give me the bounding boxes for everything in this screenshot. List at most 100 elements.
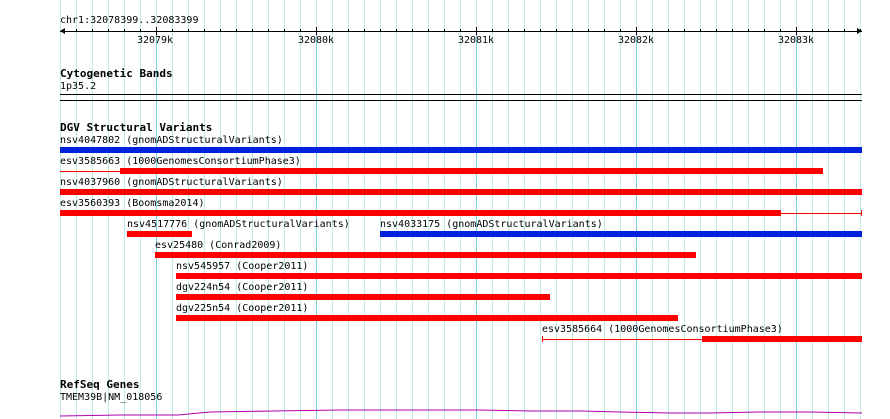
minor-gridline — [780, 0, 781, 419]
minor-gridline — [188, 0, 189, 419]
ruler-left-arrow — [60, 28, 65, 34]
minor-gridline — [540, 0, 541, 419]
variant-bar-nsv4037960[interactable] — [60, 189, 862, 195]
major-gridline — [476, 27, 477, 419]
cytoband-label: 1p35.2 — [60, 81, 97, 92]
ruler-minor-tick — [460, 29, 461, 32]
variant-label-dgv224n54[interactable]: dgv224n54 (Cooper2011) — [176, 282, 309, 293]
minor-gridline — [124, 0, 125, 419]
variant-bar-nsv545957[interactable] — [176, 273, 862, 279]
ruler-minor-tick — [188, 29, 189, 32]
ruler-minor-tick — [732, 29, 733, 32]
minor-gridline — [268, 0, 269, 419]
variant-bar-esv3560393[interactable] — [60, 210, 781, 216]
minor-gridline — [92, 0, 93, 419]
minor-gridline — [572, 0, 573, 419]
variant-bar-esv3585664[interactable] — [702, 336, 862, 342]
variant-label-esv3585664[interactable]: esv3585664 (1000GenomesConsortiumPhase3) — [542, 324, 783, 335]
minor-gridline — [700, 0, 701, 419]
variant-bar-nsv4517776[interactable] — [127, 231, 192, 237]
ruler-minor-tick — [748, 29, 749, 32]
variant-bar-nsv4047802[interactable] — [60, 147, 862, 153]
ruler-minor-tick — [380, 29, 381, 32]
minor-gridline — [732, 0, 733, 419]
ruler-minor-tick — [412, 29, 413, 32]
minor-gridline — [620, 0, 621, 419]
ruler-tick-32083k: 32083k — [777, 35, 815, 46]
minor-gridline — [492, 0, 493, 419]
minor-gridline — [860, 0, 861, 419]
minor-gridline — [652, 0, 653, 419]
variant-bar-nsv4033175[interactable] — [380, 231, 862, 237]
ruler-minor-tick — [444, 29, 445, 32]
ruler-minor-tick — [668, 29, 669, 32]
ruler-right-arrow — [857, 28, 862, 34]
ruler-minor-tick — [588, 29, 589, 32]
ruler-major-tick — [316, 27, 317, 35]
ruler-minor-tick — [572, 29, 573, 32]
ruler-minor-tick — [860, 29, 861, 32]
minor-gridline — [588, 0, 589, 419]
ruler-axis-line — [60, 31, 862, 32]
minor-gridline — [764, 0, 765, 419]
variant-label-esv3560393[interactable]: esv3560393 (Boomsma2014) — [60, 198, 205, 209]
minor-gridline — [364, 0, 365, 419]
ruler-minor-tick — [844, 29, 845, 32]
ruler-minor-tick — [812, 29, 813, 32]
ruler-tick-32082k: 32082k — [617, 35, 655, 46]
ruler-minor-tick — [508, 29, 509, 32]
minor-gridline — [668, 0, 669, 419]
major-gridline — [156, 27, 157, 419]
variant-label-nsv4033175[interactable]: nsv4033175 (gnomADStructuralVariants) — [380, 219, 603, 230]
ruler-minor-tick — [364, 29, 365, 32]
minor-gridline — [60, 0, 61, 419]
variant-label-dgv225n54[interactable]: dgv225n54 (Cooper2011) — [176, 303, 309, 314]
minor-gridline — [684, 0, 685, 419]
variant-label-esv3585663[interactable]: esv3585663 (1000GenomesConsortiumPhase3) — [60, 156, 301, 167]
ruler-major-tick — [476, 27, 477, 35]
minor-gridline — [444, 0, 445, 419]
ruler-minor-tick — [652, 29, 653, 32]
major-gridline — [316, 27, 317, 419]
ruler-minor-tick — [236, 29, 237, 32]
minor-gridline — [380, 0, 381, 419]
ruler-major-tick — [636, 27, 637, 35]
variant-bar-esv3585663[interactable] — [120, 168, 823, 174]
minor-gridline — [460, 0, 461, 419]
variant-bar-dgv225n54[interactable] — [176, 315, 678, 321]
variant-label-esv25480[interactable]: esv25480 (Conrad2009) — [155, 240, 282, 251]
variant-label-nsv4037960[interactable]: nsv4037960 (gnomADStructuralVariants) — [60, 177, 283, 188]
minor-gridline — [108, 0, 109, 419]
minor-gridline — [812, 0, 813, 419]
variant-label-nsv4047802[interactable]: nsv4047802 (gnomADStructuralVariants) — [60, 135, 283, 146]
variant-label-nsv4517776[interactable]: nsv4517776 (gnomADStructuralVariants) — [127, 219, 350, 230]
minor-gridline — [252, 0, 253, 419]
variant-start-cap-esv3585664[interactable] — [542, 336, 543, 342]
ruler-minor-tick — [492, 29, 493, 32]
major-gridline — [796, 27, 797, 419]
variant-bar-dgv224n54[interactable] — [176, 294, 550, 300]
ruler-minor-tick — [268, 29, 269, 32]
ruler-major-tick — [156, 27, 157, 35]
minor-gridline — [828, 0, 829, 419]
variant-bar-esv25480[interactable] — [155, 252, 696, 258]
minor-gridline — [140, 0, 141, 419]
refseq-gene-label[interactable]: TMEM39B|NM_018056 — [60, 392, 163, 403]
ruler-minor-tick — [540, 29, 541, 32]
variant-end-cap-esv3560393[interactable] — [861, 210, 862, 216]
minor-gridline — [220, 0, 221, 419]
refseq-gene-line[interactable] — [60, 398, 862, 419]
variant-label-nsv545957[interactable]: nsv545957 (Cooper2011) — [176, 261, 309, 272]
refseq-gene-path — [60, 409, 862, 417]
minor-gridline — [204, 0, 205, 419]
ruler-minor-tick — [332, 29, 333, 32]
ruler-minor-tick — [524, 29, 525, 32]
minor-gridline — [716, 0, 717, 419]
minor-gridline — [844, 0, 845, 419]
minor-gridline — [748, 0, 749, 419]
ruler-minor-tick — [108, 29, 109, 32]
minor-gridline — [508, 0, 509, 419]
dgv-track-title: DGV Structural Variants — [60, 121, 213, 134]
ruler-major-tick — [796, 27, 797, 35]
